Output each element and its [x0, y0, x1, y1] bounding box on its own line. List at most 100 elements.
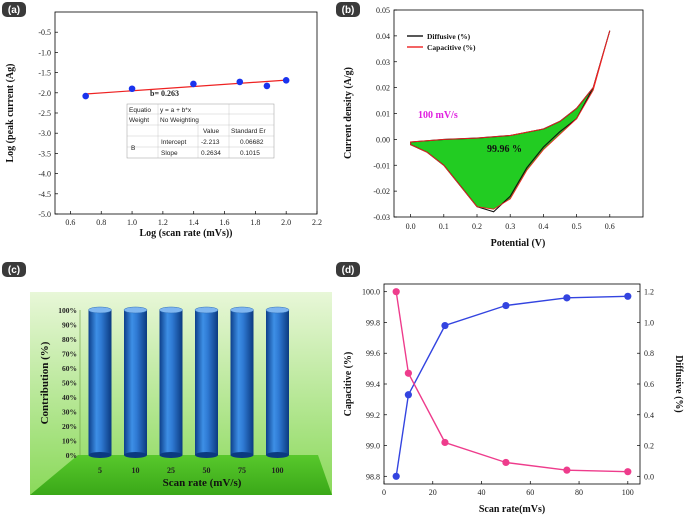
x-tick-label: 25 — [167, 466, 175, 475]
x-tick-label: 80 — [575, 488, 583, 497]
capacitive-points — [392, 292, 632, 480]
x-tick-label: 100 — [272, 466, 284, 475]
bar — [195, 310, 218, 455]
bar — [230, 310, 254, 455]
capacitive-point — [392, 472, 400, 480]
bar-base — [230, 452, 254, 458]
scan-rate-label: 100 mV/s — [418, 110, 458, 121]
data-points — [82, 76, 290, 100]
bar-base — [266, 452, 289, 458]
data-point — [282, 76, 290, 84]
bar-top — [88, 306, 112, 314]
panel-a: (a) -0.5 -1.0 -1.5 -2.0 -2.5 -3.0 -3.5 -4.0 -4.5… — [2, 2, 322, 239]
x-tick-label: 40 — [478, 488, 486, 497]
capacitive-fill-area — [410, 30, 610, 210]
y-tick-label: 0.00 — [376, 135, 390, 144]
x-tick-label: 0.6 — [605, 222, 615, 231]
y-tick-label: 0.04 — [376, 32, 390, 41]
fit-table: Equatio y = a + b*x Weight No Weighting … — [126, 103, 275, 159]
y-tick-label: 1.2 — [644, 288, 654, 297]
panel-label: (a) — [8, 5, 20, 16]
x-tick-label: 75 — [238, 466, 246, 475]
panel-label: (d) — [342, 265, 355, 276]
y-axis-label-right: Diffusive (%) — [673, 355, 684, 413]
y-axis-left: 100.0 99.8 99.6 99.4 99.2 99.0 98.8 — [362, 288, 387, 481]
legend-label: Diffusive (%) — [427, 32, 471, 41]
y-tick-label: 99.4 — [366, 380, 380, 389]
table-cell: Intercept — [161, 139, 186, 146]
diffusive-point — [502, 458, 510, 467]
legend: Diffusive (%) Capacitive (%) — [407, 32, 476, 52]
x-axis: 5 10 25 50 75 100 — [98, 466, 284, 475]
y-axis: 0% 10% 20% 30% 40% 50% 60% 70% 80% 90% 100% — [58, 306, 77, 460]
x-axis-label: Scan rate(mVs) — [479, 504, 545, 515]
b-value-annotation: b= 0.263 — [150, 89, 179, 98]
x-axis-label: Scan rate (mV/s) — [163, 477, 242, 489]
bar-base — [124, 452, 147, 458]
diffusive-point — [563, 466, 571, 474]
panel-label: (c) — [8, 265, 20, 276]
y-tick-label: 1.0 — [644, 318, 654, 327]
y-tick-label: 20% — [62, 422, 77, 431]
y-tick-label: 80% — [62, 335, 77, 344]
y-tick-label: 99.2 — [366, 411, 380, 420]
panel-label-bg — [2, 2, 26, 17]
plot-frame — [383, 283, 641, 485]
x-tick-label: 1.6 — [220, 218, 230, 227]
x-tick-label: 0.1 — [439, 222, 449, 231]
y-axis-right: 1.2 1.0 0.8 0.6 0.4 0.2 0.0 — [637, 288, 654, 481]
capacitive-point — [624, 292, 632, 300]
y-tick-label: 100.0 — [362, 288, 380, 297]
bar-base — [88, 452, 112, 458]
percent-label: 99.96 % — [487, 144, 522, 155]
diffusive-point — [392, 288, 400, 296]
table-cell: y = a + b*x — [160, 107, 192, 114]
diffusive-point — [624, 468, 632, 476]
data-point — [236, 78, 244, 86]
diffusive-point — [404, 369, 412, 377]
y-tick-label: 50% — [62, 379, 77, 388]
x-tick-label: 10 — [132, 466, 140, 475]
panel-label-bg — [336, 262, 360, 277]
y-tick-label: 99.8 — [366, 318, 380, 327]
capacitive-point — [441, 321, 449, 330]
table-cell: No Weighting — [160, 117, 199, 124]
x-tick-label: 2.0 — [281, 218, 291, 227]
bars — [88, 306, 290, 458]
x-tick-label: 20 — [429, 488, 437, 497]
y-tick-label: -0.03 — [373, 213, 390, 222]
x-tick-label: 1.2 — [158, 218, 168, 227]
x-tick-label: 50 — [203, 466, 211, 475]
y-tick-label: -0.01 — [373, 161, 390, 170]
x-tick-label: 60 — [526, 488, 534, 497]
table-cell: Value — [203, 128, 220, 135]
x-tick-label: 0.5 — [572, 222, 582, 231]
y-axis-label: Current density (A/g) — [343, 67, 354, 159]
y-tick-label: 0.01 — [376, 110, 390, 119]
x-axis-label: Potential (V) — [491, 238, 546, 249]
y-axis-label: Log (peak current (Ag) — [5, 64, 16, 163]
x-tick-label: 0 — [382, 488, 386, 497]
table-cell: 0.2634 — [201, 150, 221, 157]
x-tick-label: 100 — [622, 488, 634, 497]
capacitive-point — [404, 391, 412, 399]
y-tick-label: 0.0 — [644, 472, 654, 481]
panel-label-bg — [2, 262, 26, 277]
y-tick-label: -0.5 — [38, 28, 51, 37]
x-axis-label: Log (scan rate (mVs)) — [139, 228, 232, 239]
bar — [124, 310, 147, 455]
y-tick-label: -0.02 — [373, 187, 390, 196]
bar-top — [194, 306, 219, 314]
y-tick-label: 100% — [58, 306, 77, 315]
table-cell: 0.1015 — [240, 150, 260, 157]
x-tick-label: 0.4 — [538, 222, 548, 231]
y-tick-label: -2.0 — [38, 89, 51, 98]
data-point — [263, 82, 271, 90]
x-tick-label: 2.2 — [312, 218, 322, 227]
y-tick-label: 0.02 — [376, 84, 390, 93]
capacitive-point — [563, 294, 571, 302]
y-axis-label-left: Capacitive (%) — [343, 352, 354, 417]
y-tick-label: 0.6 — [644, 380, 654, 389]
y-tick-label: 90% — [62, 321, 77, 330]
